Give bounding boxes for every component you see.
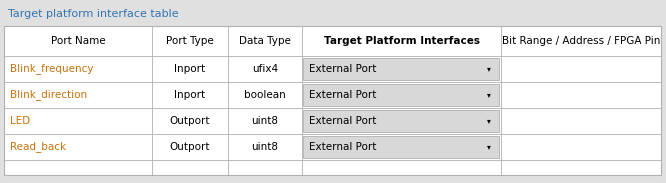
Text: LED: LED bbox=[10, 116, 30, 126]
Bar bbox=[4, 108, 661, 134]
Text: Port Type: Port Type bbox=[166, 36, 214, 46]
Bar bbox=[303, 110, 499, 132]
Text: Data Type: Data Type bbox=[239, 36, 291, 46]
Bar bbox=[4, 26, 661, 175]
Text: uint8: uint8 bbox=[252, 116, 278, 126]
Text: Bit Range / Address / FPGA Pin: Bit Range / Address / FPGA Pin bbox=[501, 36, 660, 46]
Bar bbox=[303, 84, 499, 106]
Text: uint8: uint8 bbox=[252, 142, 278, 152]
Text: ▾: ▾ bbox=[487, 64, 491, 74]
Text: Outport: Outport bbox=[170, 142, 210, 152]
Text: Port Name: Port Name bbox=[51, 36, 105, 46]
Text: ▾: ▾ bbox=[487, 117, 491, 126]
Bar bbox=[303, 58, 499, 80]
Text: Target platform interface table: Target platform interface table bbox=[8, 9, 178, 19]
Text: Blink_direction: Blink_direction bbox=[10, 89, 87, 100]
Text: Inport: Inport bbox=[174, 90, 206, 100]
Text: Target Platform Interfaces: Target Platform Interfaces bbox=[324, 36, 480, 46]
Text: Blink_frequency: Blink_frequency bbox=[10, 64, 93, 74]
Text: External Port: External Port bbox=[309, 142, 376, 152]
Bar bbox=[4, 26, 661, 56]
Bar bbox=[4, 56, 661, 82]
Bar bbox=[4, 134, 661, 160]
Text: External Port: External Port bbox=[309, 64, 376, 74]
Text: ▾: ▾ bbox=[487, 143, 491, 152]
Text: External Port: External Port bbox=[309, 116, 376, 126]
Text: ufix4: ufix4 bbox=[252, 64, 278, 74]
Text: Inport: Inport bbox=[174, 64, 206, 74]
Text: Read_back: Read_back bbox=[10, 141, 66, 152]
Text: ▾: ▾ bbox=[487, 91, 491, 100]
Text: External Port: External Port bbox=[309, 90, 376, 100]
Text: Outport: Outport bbox=[170, 116, 210, 126]
Bar bbox=[4, 82, 661, 108]
Text: boolean: boolean bbox=[244, 90, 286, 100]
Bar bbox=[303, 136, 499, 158]
Bar bbox=[4, 26, 661, 175]
